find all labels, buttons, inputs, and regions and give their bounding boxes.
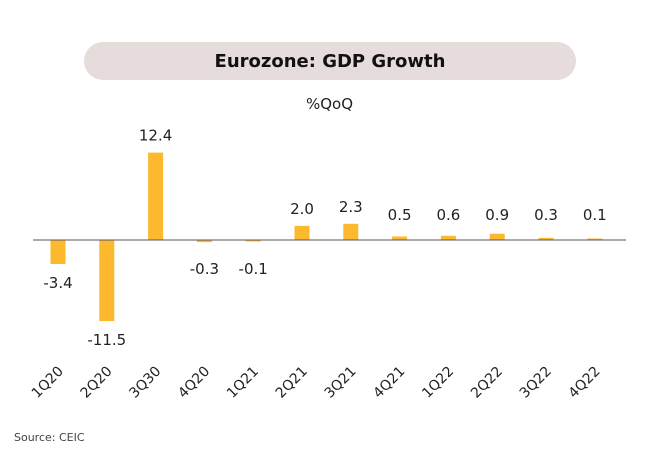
bar-4Q20	[196, 240, 212, 243]
value-label-1Q20: -3.4	[43, 274, 72, 292]
bar-3Q30	[148, 152, 164, 240]
bar-4Q22	[587, 238, 603, 240]
tick-label-2Q20: 2Q20	[78, 364, 116, 402]
bar-2Q21	[294, 225, 310, 240]
tick-label-2Q22: 2Q22	[468, 364, 506, 402]
tick-label-2Q21: 2Q21	[273, 364, 311, 402]
tick-label-1Q20: 1Q20	[29, 364, 67, 402]
value-label-3Q22: 0.3	[534, 206, 558, 224]
value-label-3Q30: 12.4	[139, 127, 172, 145]
bar-1Q20	[50, 240, 66, 264]
tick-label-1Q22: 1Q22	[419, 364, 457, 402]
tick-label-3Q30: 3Q30	[126, 364, 164, 402]
tick-label-4Q22: 4Q22	[566, 364, 604, 402]
value-label-2Q21: 2.0	[290, 200, 314, 218]
value-label-4Q20: -0.3	[190, 260, 219, 278]
tick-label-4Q21: 4Q21	[370, 364, 408, 402]
tick-label-4Q20: 4Q20	[175, 364, 213, 402]
tick-label-3Q22: 3Q22	[517, 364, 555, 402]
bar-2Q20	[99, 240, 115, 322]
chart-title-pill: Eurozone: GDP Growth	[84, 42, 576, 80]
value-label-4Q21: 0.5	[388, 206, 412, 224]
chart-title: Eurozone: GDP Growth	[214, 50, 446, 72]
tick-label-3Q21: 3Q21	[322, 364, 360, 402]
value-label-1Q22: 0.6	[436, 206, 460, 224]
bar-3Q22	[538, 237, 554, 240]
value-label-2Q20: -11.5	[87, 331, 126, 349]
value-label-3Q21: 2.3	[339, 198, 363, 216]
unit-label: %QoQ	[305, 95, 354, 113]
value-label-4Q22: 0.1	[583, 206, 607, 224]
value-label-2Q22: 0.9	[485, 206, 509, 224]
bar-1Q21	[245, 240, 261, 242]
bar-3Q21	[343, 223, 359, 240]
bar-2Q22	[489, 233, 505, 240]
tick-label-1Q21: 1Q21	[224, 364, 262, 402]
bar-4Q21	[392, 236, 408, 240]
value-label-1Q21: -0.1	[239, 260, 268, 278]
source-note: Source: CEIC	[14, 431, 85, 444]
bar-1Q22	[440, 235, 456, 240]
